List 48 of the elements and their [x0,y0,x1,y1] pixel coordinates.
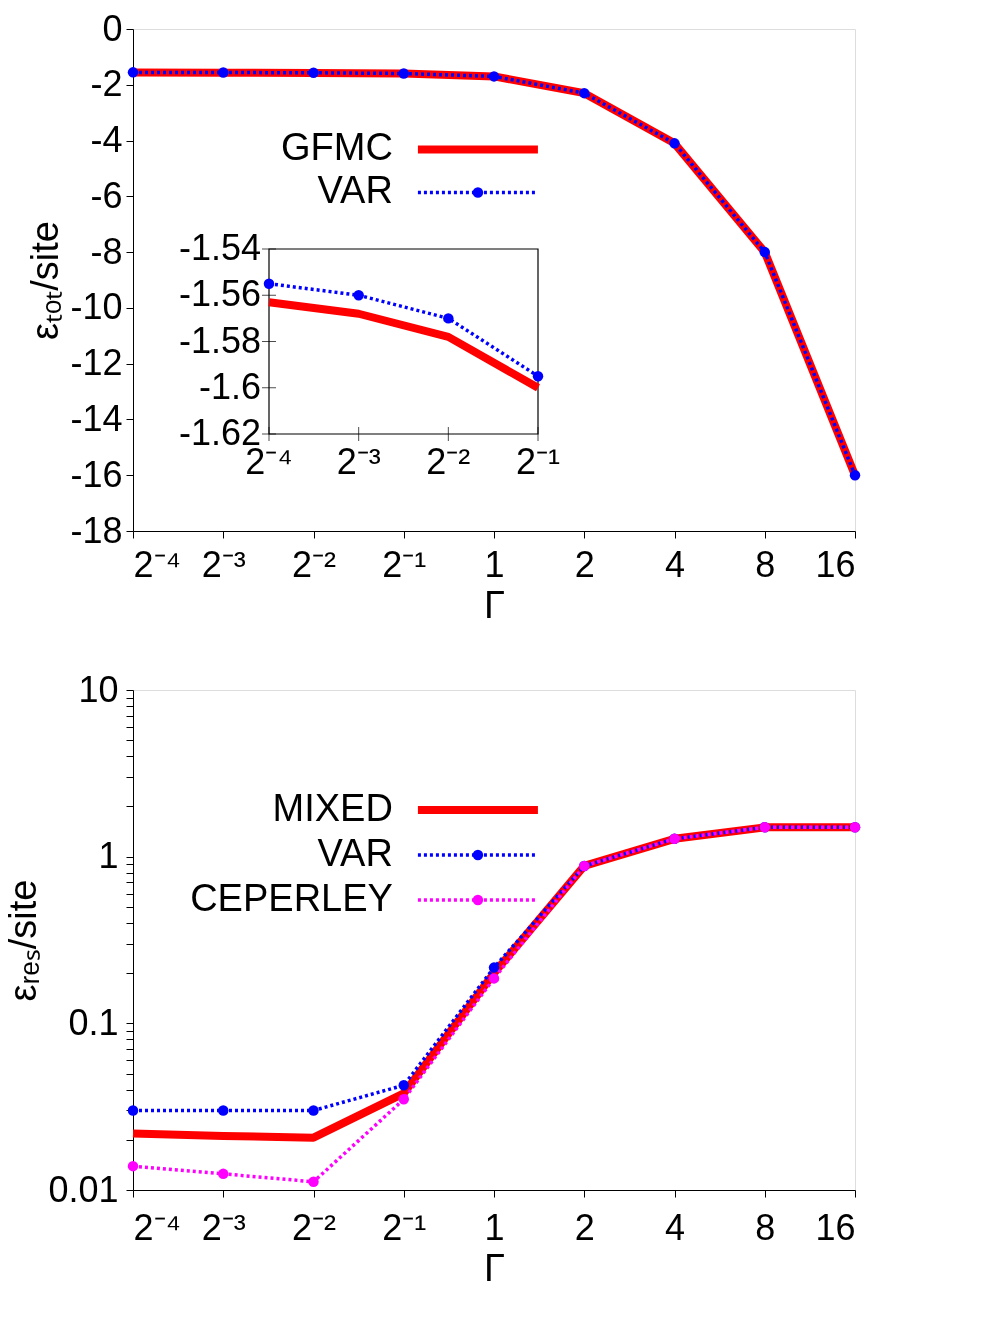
y-tick-label: 10 [78,668,119,710]
x-tick-label: 2⁻¹ [382,1206,427,1248]
y-tick-label: 1 [98,835,119,877]
x-tick-label: 2⁻² [426,441,471,482]
x-tick-label: 2⁻⁴ [133,1206,181,1248]
y-axis-title: εₜₒₜ/site [24,221,67,340]
y-tick-label: -2 [90,63,123,105]
x-tick-label: 2⁻² [291,543,337,585]
y-tick-label: 0 [102,7,123,49]
x-tick-label: 4 [664,1206,686,1248]
legend-label: CEPERLEY [190,877,393,919]
y-tick-label: -12 [70,342,123,384]
x-tick-label: 1 [484,543,505,585]
x-axis-title: Γ [484,583,505,626]
y-tick-label: -1.56 [178,273,261,315]
x-tick-label: 2⁻¹ [382,543,427,585]
y-tick-label: 0.01 [48,1168,119,1210]
legend-label: VAR [317,832,393,874]
legend-label: MIXED [272,787,393,829]
y-tick-label: -6 [90,174,123,216]
x-tick-label: 2⁻³ [336,441,381,482]
y-tick-label: -18 [70,509,123,551]
y-tick-label: -1.54 [178,227,261,268]
x-tick-label: 1 [484,1206,505,1248]
x-tick-label: 16 [815,1206,856,1248]
x-tick-label: 2⁻³ [201,1206,246,1248]
x-tick-label: 2⁻³ [201,543,246,585]
x-tick-label: 2⁻² [291,1206,337,1248]
x-tick-label: 2 [574,1206,595,1248]
y-tick-label: -16 [70,453,123,495]
legend-label: VAR [317,169,393,212]
x-axis-title: Γ [484,1246,505,1289]
x-tick-label: 2⁻⁴ [133,543,181,585]
x-tick-label: 2⁻¹ [515,441,561,482]
x-tick-label: 4 [664,543,686,585]
y-tick-label: -1.58 [178,319,261,361]
y-tick-label: 0.1 [68,1001,119,1043]
y-axis-title: εᵣₑₛ/site [2,879,45,1002]
legend-label: GFMC [281,126,393,169]
y-tick-label: -4 [90,119,123,161]
x-tick-label: 8 [755,1206,776,1248]
y-tick-label: -1.6 [198,365,261,407]
x-tick-label: 8 [755,543,776,585]
x-tick-label: 16 [815,543,856,585]
y-tick-label: -14 [70,397,123,439]
x-tick-label: 2 [574,543,595,585]
y-tick-label: -10 [70,286,123,328]
y-tick-label: -8 [90,230,123,272]
